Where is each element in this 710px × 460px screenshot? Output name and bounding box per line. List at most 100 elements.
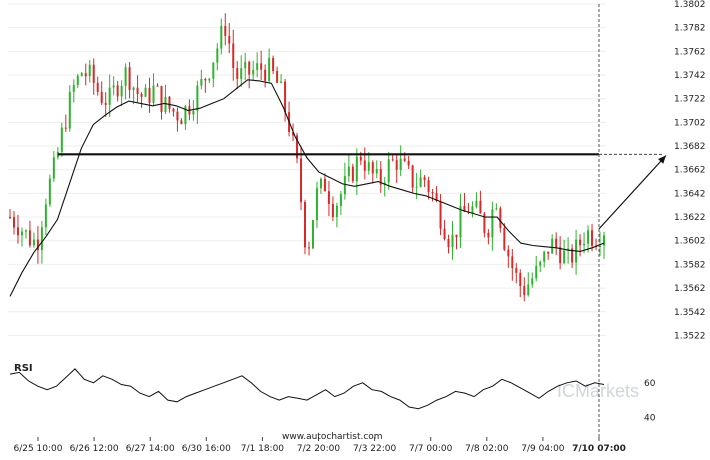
candlestick — [399, 145, 402, 177]
candle-body — [527, 284, 530, 296]
candlestick — [172, 107, 175, 117]
candle-body — [559, 247, 562, 264]
candle-body — [471, 206, 474, 214]
candle-body — [603, 235, 605, 246]
candle-body — [519, 272, 522, 287]
candle-body — [56, 151, 59, 158]
candle-body — [475, 200, 478, 207]
candlestick — [68, 85, 71, 132]
candle-body — [535, 265, 538, 279]
candle-body — [499, 208, 502, 228]
candle-body — [479, 200, 482, 214]
candlestick — [483, 211, 486, 238]
candle-body — [76, 75, 79, 85]
candlestick — [236, 61, 239, 89]
candle-body — [128, 67, 131, 91]
candle-body — [272, 57, 275, 72]
candlestick — [311, 219, 314, 250]
candlestick — [531, 272, 534, 288]
candle-body — [407, 160, 410, 166]
candle-body — [44, 204, 47, 228]
candle-body — [104, 103, 107, 105]
candlestick — [32, 232, 35, 248]
candle-body — [591, 230, 594, 246]
candle-body — [447, 239, 450, 248]
price-tick-label: 1.3542 — [674, 308, 706, 318]
candlestick — [463, 192, 466, 212]
candle-body — [228, 35, 231, 44]
candle-body — [399, 158, 402, 170]
candle-body — [304, 202, 307, 248]
candlestick — [120, 80, 123, 107]
time-tick-label: 7/1 18:00 — [241, 444, 285, 454]
candle-body — [495, 208, 498, 210]
candle-body — [367, 162, 370, 171]
time-axis-ticks: 6/25 10:00 6/26 12:00 6/27 14:00 6/30 16:00… — [13, 437, 626, 454]
candlestick — [499, 206, 502, 233]
candlestick — [24, 229, 27, 239]
time-tick-label: 6/25 10:00 — [13, 444, 62, 454]
grid — [8, 3, 606, 336]
rsi-line — [9, 368, 605, 410]
candle-body — [200, 78, 203, 86]
candlestick — [559, 236, 562, 270]
candle-body — [36, 239, 39, 251]
candle-body — [523, 286, 526, 296]
candlestick — [244, 52, 247, 81]
price-axis-ticks: 1.3802 1.3782 1.3762 1.3742 1.3722 1.3702 1.36… — [674, 0, 706, 341]
candlestick — [487, 229, 490, 245]
candlestick — [423, 175, 426, 188]
candlestick — [152, 73, 155, 107]
candlestick — [523, 277, 526, 302]
candlestick — [232, 29, 235, 81]
candlestick — [240, 55, 243, 87]
candlestick — [323, 173, 326, 192]
time-tick-label: 7/8 02:00 — [465, 444, 509, 454]
candle-body — [403, 158, 406, 161]
candlestick — [228, 23, 231, 54]
candle-body — [443, 228, 446, 240]
price-tick-label: 1.3662 — [674, 166, 706, 176]
candle-body — [543, 251, 546, 262]
candlestick — [84, 63, 87, 86]
candle-body — [168, 96, 171, 109]
candlestick — [296, 132, 299, 164]
candle-body — [335, 205, 338, 217]
candle-body — [108, 87, 111, 105]
candlestick — [80, 71, 83, 77]
candlestick — [575, 229, 578, 275]
price-tick-label: 1.3782 — [674, 24, 706, 34]
candlestick — [304, 199, 307, 255]
candle-body — [16, 227, 19, 236]
candlestick — [300, 145, 303, 211]
candlestick — [515, 263, 518, 284]
candle-body — [224, 25, 227, 36]
candle-body — [435, 193, 438, 201]
candle-body — [483, 213, 486, 233]
candlestick — [12, 211, 15, 235]
candlestick — [124, 63, 127, 100]
candle-body — [363, 160, 366, 171]
candlestick — [248, 60, 251, 89]
candlestick — [60, 122, 63, 157]
candlestick — [252, 60, 255, 81]
candlestick — [495, 203, 498, 211]
candle-body — [192, 110, 195, 115]
candle-body — [455, 234, 458, 238]
candlestick — [459, 193, 462, 248]
candle-body — [136, 87, 139, 94]
candlestick — [419, 169, 422, 188]
candlestick — [220, 18, 223, 55]
candle-body — [323, 178, 326, 192]
candle-body — [196, 85, 199, 111]
candle-body — [160, 86, 163, 112]
candlestick — [164, 84, 167, 115]
price-tick-label: 1.3522 — [674, 331, 706, 341]
candle-body — [28, 230, 31, 246]
price-tick-label: 1.3642 — [674, 189, 706, 199]
candle-body — [148, 87, 151, 103]
candlestick — [268, 48, 271, 84]
candlestick — [367, 152, 370, 175]
candle-body — [240, 68, 243, 79]
